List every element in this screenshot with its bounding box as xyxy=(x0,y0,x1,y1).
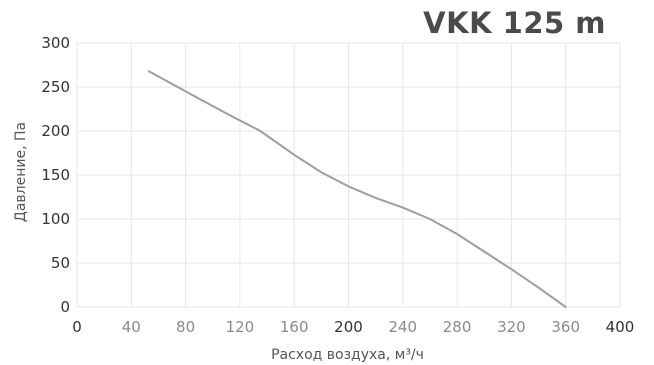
y-tick-label: 300 xyxy=(41,34,70,52)
x-tick-label: 0 xyxy=(72,318,82,336)
series-line xyxy=(147,70,567,308)
x-tick-label: 120 xyxy=(226,318,255,336)
x-tick-label: 200 xyxy=(334,318,363,336)
x-tick-labels: 0 40 80 120 160 200 240 280 320 360 400 xyxy=(72,318,634,336)
x-tick-label: 240 xyxy=(388,318,417,336)
series-layer xyxy=(147,70,567,308)
x-tick-label: 80 xyxy=(176,318,195,336)
y-tick-label: 50 xyxy=(51,254,70,272)
y-axis-label: Давление, Па xyxy=(13,122,29,222)
x-tick-label: 160 xyxy=(280,318,309,336)
y-tick-labels: 0 50 100 150 200 250 300 xyxy=(41,34,70,316)
y-tick-label: 250 xyxy=(41,78,70,96)
x-tick-label: 280 xyxy=(443,318,472,336)
x-tick-label: 40 xyxy=(122,318,141,336)
chart-title: VKK 125 m xyxy=(423,6,606,40)
x-tick-label: 400 xyxy=(606,318,635,336)
y-tick-label: 100 xyxy=(41,210,70,228)
y-tick-label: 150 xyxy=(41,166,70,184)
y-tick-label: 0 xyxy=(60,298,70,316)
x-tick-label: 320 xyxy=(497,318,526,336)
y-tick-label: 200 xyxy=(41,122,70,140)
x-axis-label: Расход воздуха, м³/ч xyxy=(271,347,424,363)
x-tick-label: 360 xyxy=(551,318,580,336)
grid xyxy=(76,42,621,308)
